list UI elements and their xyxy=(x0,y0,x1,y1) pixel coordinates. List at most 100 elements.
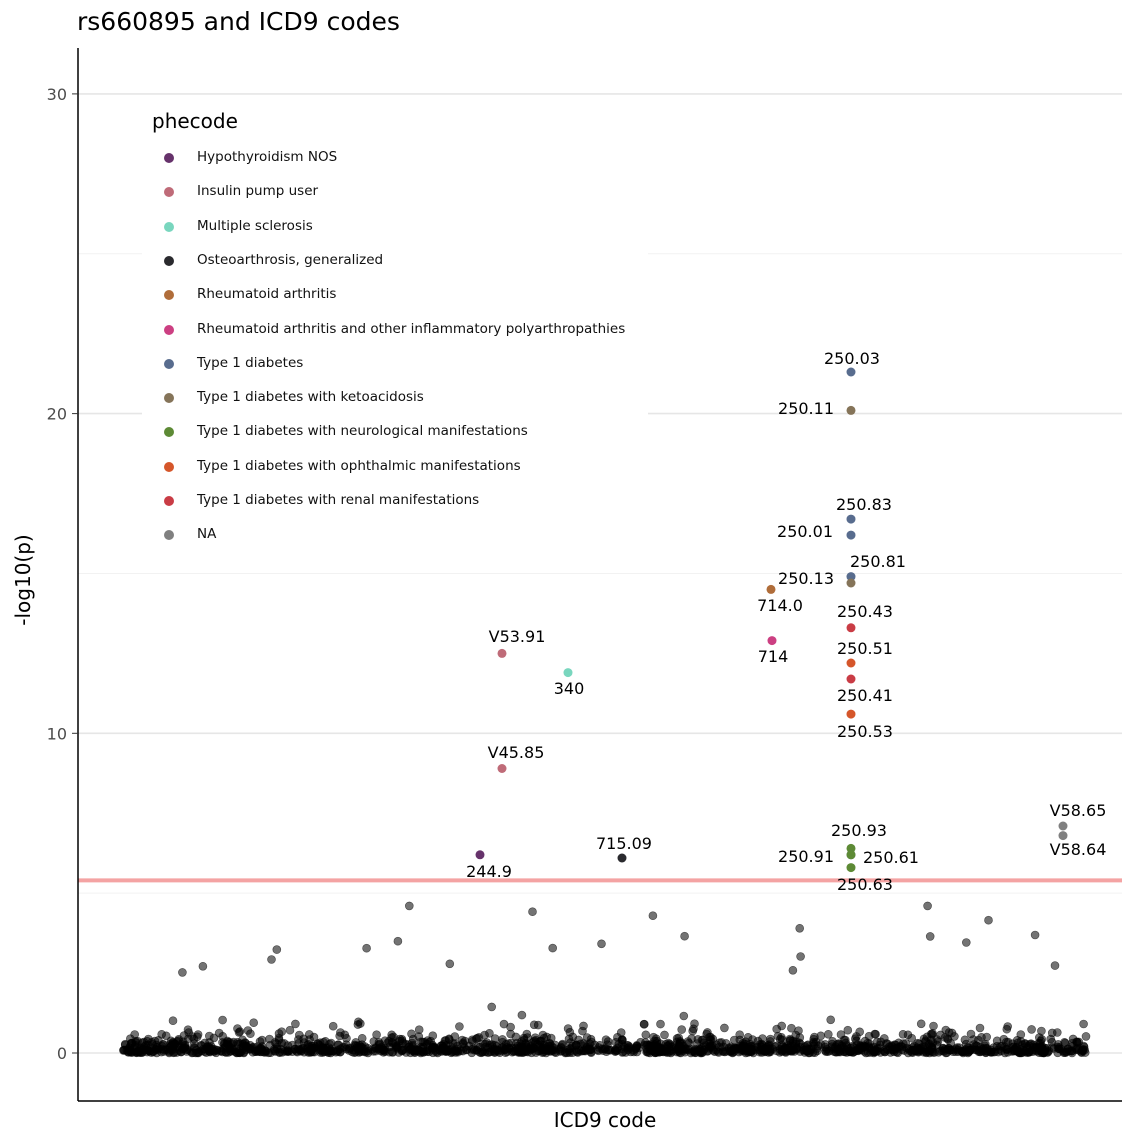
background-point xyxy=(1038,1044,1047,1053)
background-point xyxy=(420,1038,430,1047)
legend-label: Type 1 diabetes with renal manifestation… xyxy=(197,492,480,508)
background-point xyxy=(734,1047,744,1057)
background-point xyxy=(453,1047,463,1057)
highlighted-point xyxy=(846,530,856,540)
legend-label: Rheumatoid arthritis and other inflammat… xyxy=(197,320,626,337)
point-label: 250.53 xyxy=(837,722,893,741)
legend-item: NA xyxy=(142,525,648,545)
legend-item: Type 1 diabetes with neurological manife… xyxy=(142,422,648,442)
background-point xyxy=(816,1031,826,1041)
point-label: 714 xyxy=(758,647,789,666)
background-point xyxy=(1027,1025,1036,1034)
legend-item: Insulin pump user xyxy=(142,182,648,202)
background-point xyxy=(536,1036,545,1046)
background-point xyxy=(1037,1026,1046,1036)
legend-item: Type 1 diabetes with ketoacidosis xyxy=(142,388,648,408)
legend-swatch xyxy=(164,187,174,198)
background-point xyxy=(170,1040,180,1049)
background-point xyxy=(681,1045,691,1054)
background-point xyxy=(404,901,414,911)
background-point xyxy=(897,1042,907,1052)
background-point xyxy=(720,1023,729,1033)
background-point xyxy=(187,1048,197,1058)
legend-item: Rheumatoid arthritis and other inflammat… xyxy=(142,320,648,340)
background-point xyxy=(249,1018,258,1028)
y-axis-ticks: 0 10 20 30 xyxy=(47,85,78,1063)
point-label: V45.85 xyxy=(488,743,545,762)
background-point xyxy=(1030,930,1040,940)
highlighted-point xyxy=(846,674,856,684)
background-point xyxy=(983,1047,992,1056)
background-point xyxy=(582,1033,592,1042)
background-point xyxy=(245,1040,255,1050)
background-point xyxy=(660,1030,669,1040)
background-point xyxy=(246,1029,255,1038)
background-point xyxy=(944,1028,954,1037)
background-point xyxy=(887,1042,897,1051)
background-point xyxy=(168,1016,178,1026)
legend-swatch xyxy=(164,221,174,232)
background-point xyxy=(1037,1035,1047,1044)
background-point xyxy=(856,1043,866,1053)
highlighted-point xyxy=(846,572,856,582)
background-point xyxy=(651,1034,661,1043)
background-point xyxy=(823,1030,833,1039)
point-label: 250.03 xyxy=(824,349,880,368)
highlighted-points xyxy=(475,367,1068,873)
point-label: 250.43 xyxy=(837,602,893,621)
legend-swatch xyxy=(164,255,174,266)
background-point xyxy=(936,1030,945,1040)
background-point xyxy=(441,1044,451,1054)
background-point xyxy=(843,1025,853,1035)
background-point xyxy=(672,1034,682,1043)
highlighted-point xyxy=(497,648,507,658)
legend-label: Type 1 diabetes xyxy=(197,354,304,371)
background-point xyxy=(387,1047,397,1057)
y-axis-label: -log10(p) xyxy=(11,534,35,625)
legend-swatch xyxy=(164,530,174,541)
background-point xyxy=(1001,1044,1011,1054)
highlighted-point xyxy=(1058,831,1068,841)
y-axis-label-text: -log10(p) xyxy=(11,534,35,625)
background-point xyxy=(274,1047,284,1057)
highlighted-point xyxy=(497,764,507,773)
background-point xyxy=(1050,961,1060,970)
point-label: 715.09 xyxy=(596,834,652,853)
highlighted-point xyxy=(766,584,776,594)
background-point xyxy=(1079,1019,1088,1029)
background-point xyxy=(954,1043,964,1052)
background-point xyxy=(940,1044,950,1054)
background-point xyxy=(360,1042,370,1051)
background-point xyxy=(677,1025,687,1034)
background-point xyxy=(647,1044,656,1053)
background-point xyxy=(715,1042,724,1052)
background-point xyxy=(455,1022,464,1031)
background-point xyxy=(517,1010,527,1020)
legend-label: Hypothyroidism NOS xyxy=(197,149,338,165)
background-point xyxy=(841,1038,851,1048)
background-point xyxy=(743,1033,753,1042)
point-label: 250.11 xyxy=(778,399,834,418)
background-point xyxy=(428,1031,438,1040)
background-point xyxy=(251,1047,260,1056)
background-point xyxy=(294,1030,304,1040)
background-point xyxy=(641,1030,651,1040)
background-point xyxy=(696,1047,706,1057)
background-point xyxy=(234,1048,244,1058)
background-point xyxy=(656,1019,665,1029)
point-label: 250.91 xyxy=(778,847,834,866)
background-point xyxy=(875,1043,884,1053)
highlighted-point xyxy=(846,863,856,873)
point-label: 250.81 xyxy=(850,552,906,571)
background-point xyxy=(467,1045,477,1054)
background-point xyxy=(984,915,993,925)
highlighted-point xyxy=(846,578,856,588)
background-point xyxy=(218,1032,227,1041)
point-label: 250.51 xyxy=(837,639,893,658)
background-point xyxy=(487,1002,497,1012)
background-point xyxy=(305,1035,314,1044)
background-point xyxy=(480,1030,489,1040)
background-point xyxy=(285,1025,295,1035)
